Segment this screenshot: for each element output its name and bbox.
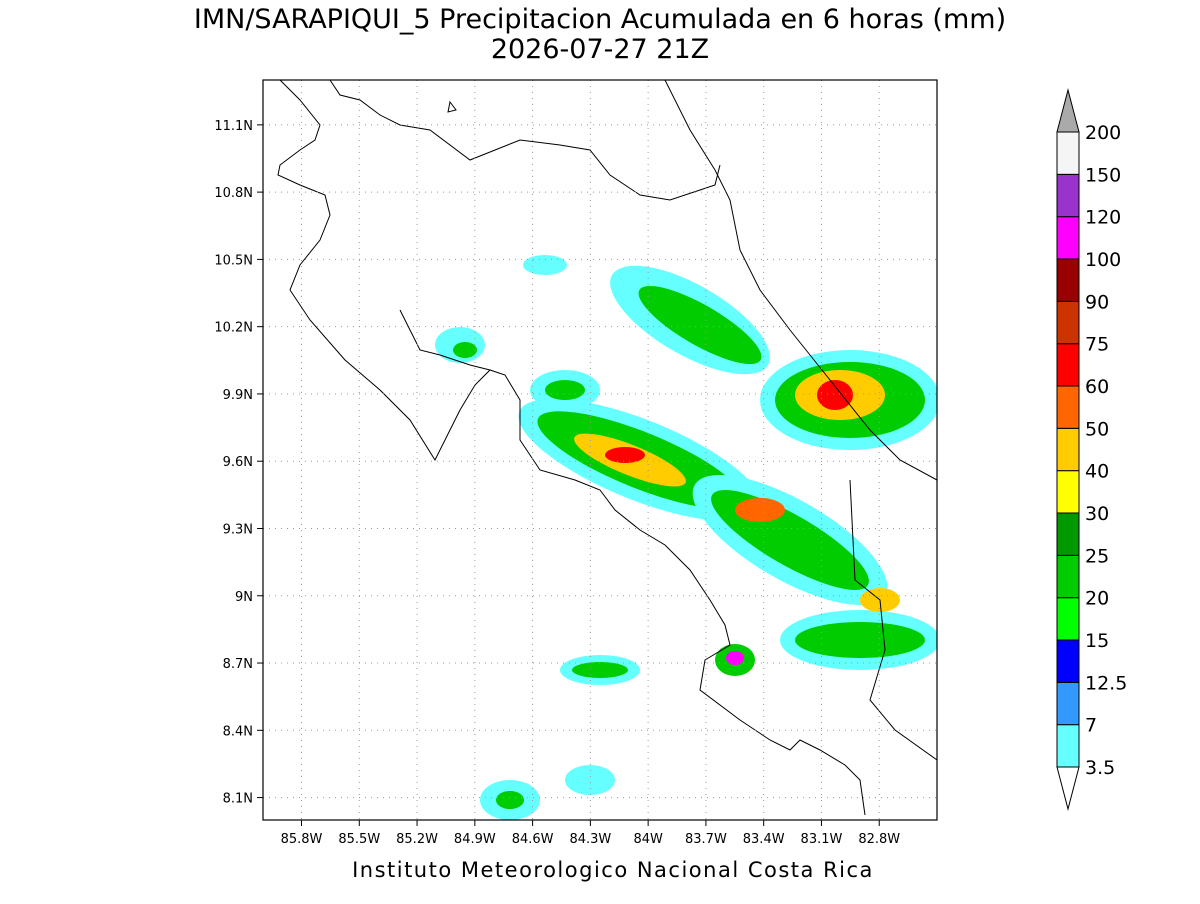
colorbar-box — [1056, 639, 1080, 683]
lon-tick-label: 83.1W — [801, 832, 843, 847]
lon-tick-label: 85.5W — [338, 832, 380, 847]
lat-tick-label: 10.8N — [214, 186, 253, 201]
colorbar-box — [1056, 258, 1080, 302]
lat-tick-label: 9N — [235, 590, 253, 605]
colorbar-label: 75 — [1085, 334, 1109, 356]
colorbar-box — [1056, 470, 1080, 514]
colorbar-box — [1056, 300, 1080, 345]
lat-tick-label: 8.4N — [223, 724, 253, 739]
colorbar-label: 25 — [1085, 545, 1109, 567]
colorbar-box — [1056, 427, 1080, 472]
colorbar-label: 20 — [1085, 588, 1109, 610]
lat-tick-label: 10.5N — [214, 253, 253, 268]
map-frame — [262, 79, 938, 821]
colorbar-box — [1056, 216, 1080, 260]
precip-field — [435, 255, 937, 820]
colorbar-box — [1056, 597, 1080, 641]
colorbar-label: 90 — [1085, 291, 1109, 313]
colorbar-box — [1056, 385, 1080, 429]
lat-tick-label: 9.6N — [223, 455, 253, 470]
colorbar-box — [1056, 343, 1080, 387]
lat-tick-label: 11.1N — [214, 119, 253, 134]
colorbar-box — [1056, 173, 1080, 218]
colorbar-label: 3.5 — [1085, 757, 1115, 779]
lat-tick-label: 9.9N — [223, 388, 253, 403]
lon-tick-label: 84.6W — [512, 832, 554, 847]
coastlines — [277, 80, 937, 816]
colorbar-label: 30 — [1085, 503, 1109, 525]
lon-tick-label: 85.2W — [396, 832, 438, 847]
title: IMN/SARAPIQUI_5 Precipitacion Acumulada … — [194, 4, 1006, 35]
lon-tick-label: 83.4W — [743, 832, 785, 847]
colorbar-box — [1056, 724, 1080, 768]
lon-tick-label: 84.3W — [569, 832, 611, 847]
colorbar-label: 12.5 — [1085, 672, 1127, 694]
lat-tick-label: 10.2N — [214, 321, 253, 336]
lon-tick-label: 84W — [633, 832, 663, 847]
colorbar-over — [1056, 88, 1080, 133]
colorbar-box — [1056, 681, 1080, 726]
footer: Instituto Meteorologico Nacional Costa R… — [352, 858, 874, 882]
colorbar: 3.5 7 12.5 15 20 25 30 40 50 60 75 90 100 120 150 200 — [1056, 88, 1127, 811]
colorbar-label: 120 — [1085, 207, 1121, 229]
lon-tick-label: 83.7W — [685, 832, 727, 847]
colorbar-label: 100 — [1085, 249, 1121, 271]
lat-tick-label: 8.7N — [223, 657, 253, 672]
lon-tick-label: 85.8W — [281, 832, 323, 847]
colorbar-box — [1056, 512, 1080, 556]
colorbar-box — [1056, 554, 1080, 599]
rain-blobs — [435, 255, 937, 820]
graticule: 11.1N 10.8N 10.5N 10.2N 9.9N 9.6N 9.3N 9N 8.7N 8.… — [214, 80, 937, 847]
colorbar-label: 150 — [1085, 164, 1121, 186]
colorbar-label: 60 — [1085, 376, 1109, 398]
lat-tick-label: 9.3N — [223, 522, 253, 537]
lon-tick-label: 84.9W — [454, 832, 496, 847]
colorbar-label: 50 — [1085, 418, 1109, 440]
colorbar-label: 200 — [1085, 122, 1121, 144]
colorbar-label: 7 — [1085, 715, 1097, 737]
colorbar-box — [1056, 131, 1080, 175]
subtitle: 2026-07-27 21Z — [491, 34, 709, 65]
lon-tick-label: 82.8W — [858, 832, 900, 847]
colorbar-under — [1056, 766, 1080, 811]
colorbar-label: 15 — [1085, 630, 1109, 652]
lat-tick-label: 8.1N — [223, 792, 253, 807]
colorbar-label: 40 — [1085, 461, 1109, 483]
